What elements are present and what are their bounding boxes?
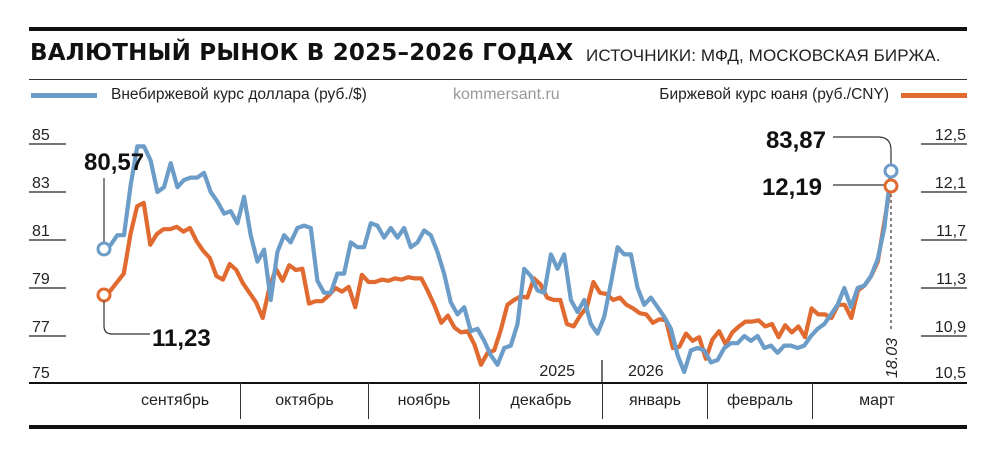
month-separator	[812, 383, 813, 419]
cny-series-line	[101, 179, 894, 367]
month-november: ноябрь	[397, 392, 451, 409]
right-tick-12-5: 12,5	[935, 127, 966, 144]
left-tick-81: 81	[32, 223, 50, 240]
left-axis: 85 83 81 79 77 75	[29, 127, 66, 382]
date-marker-label: 18.03	[884, 338, 901, 378]
month-separator	[602, 383, 603, 419]
usd-start-marker-icon	[96, 241, 112, 257]
right-tick-11-7: 11,7	[936, 223, 966, 240]
month-december: декабрь	[510, 392, 572, 409]
left-tick-79: 79	[32, 271, 50, 288]
start-callouts: 80,57 11,23	[84, 149, 211, 352]
usd-series-line	[101, 144, 894, 375]
right-tick-10-9: 10,9	[935, 319, 966, 336]
right-tick-10-5: 10,5	[935, 365, 966, 382]
usd-end-value: 83,87	[766, 127, 826, 154]
x-axis-rule	[29, 382, 967, 384]
cny-start-marker-icon	[96, 287, 112, 303]
month-separator	[240, 383, 241, 419]
right-tick-12-1: 12,1	[935, 175, 966, 192]
usd-start-value: 80,57	[84, 149, 144, 176]
sources-note: ИСТОЧНИКИ: МФД, МОСКОВСКАЯ БИРЖА.	[586, 46, 941, 65]
end-callouts: 83,87 12,19	[762, 127, 899, 201]
left-tick-75: 75	[32, 365, 50, 382]
month-separator	[707, 383, 708, 419]
cny-end-marker-icon	[883, 178, 899, 194]
chart-title: ВАЛЮТНЫЙ РЫНОК В 2025–2026 ГОДАХ	[30, 40, 574, 66]
month-february: февраль	[726, 392, 794, 409]
month-separator	[479, 383, 480, 419]
usd-line-swatch-icon	[31, 92, 97, 98]
legend-usd-label: Внебиржевой курс доллара (руб./$)	[111, 86, 367, 103]
date-marker: 18.03	[884, 194, 901, 378]
month-september: сентябрь	[140, 392, 210, 409]
month-january: январь	[629, 392, 681, 409]
watermark: kommersant.ru	[453, 86, 560, 103]
header-divider	[29, 79, 967, 80]
cny-start-value: 11,23	[152, 325, 211, 352]
left-tick-83: 83	[32, 175, 50, 192]
legend-cny: Биржевой курс юаня (руб./CNY)	[659, 86, 967, 104]
left-tick-85: 85	[32, 127, 50, 144]
month-march: март	[859, 392, 895, 409]
cny-line-swatch-icon	[901, 92, 967, 98]
legend-cny-label: Биржевой курс юаня (руб./CNY)	[659, 86, 889, 103]
top-rule	[29, 27, 967, 31]
right-axis: 12,5 12,1 11,7 11,3 10,9 10,5	[921, 127, 967, 382]
year-markers: 2025 2026	[539, 360, 664, 382]
usd-end-marker-icon	[883, 163, 899, 179]
month-october: октябрь	[275, 392, 334, 409]
left-tick-77: 77	[32, 319, 50, 336]
right-tick-11-3: 11,3	[936, 271, 966, 288]
year-2026-label: 2026	[628, 363, 664, 380]
year-2025-label: 2025	[539, 363, 575, 380]
legend-usd: Внебиржевой курс доллара (руб./$)	[31, 86, 367, 104]
cny-end-value: 12,19	[762, 174, 822, 201]
bottom-rule	[29, 425, 967, 429]
month-separator	[368, 383, 369, 419]
